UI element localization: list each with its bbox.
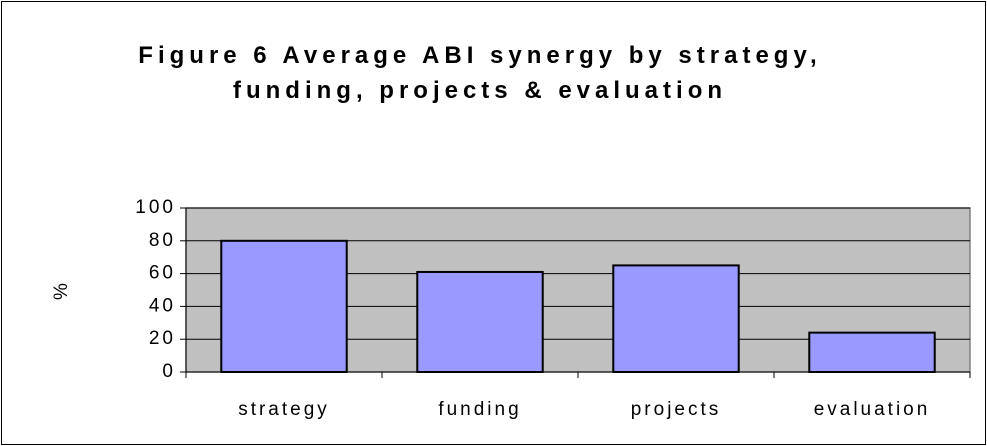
bar: [612, 264, 740, 373]
x-tick-label: funding: [438, 399, 521, 420]
chart-title: Figure 6 Average ABI synergy by strategy…: [138, 42, 822, 104]
bar: [220, 239, 348, 373]
x-tick-label: evaluation: [814, 399, 931, 420]
bar: [808, 331, 936, 374]
x-tick-label: projects: [631, 399, 722, 420]
x-tick-label: strategy: [238, 399, 330, 420]
bar: [416, 270, 544, 373]
y-tick-label: 20: [149, 328, 176, 349]
y-tick-label: 100: [135, 197, 176, 218]
y-tick-label: 40: [149, 295, 176, 316]
y-tick-label: 0: [162, 361, 176, 382]
y-axis-label: %: [51, 280, 72, 300]
y-tick-label: 60: [149, 263, 176, 284]
y-tick-label: 80: [149, 230, 176, 251]
